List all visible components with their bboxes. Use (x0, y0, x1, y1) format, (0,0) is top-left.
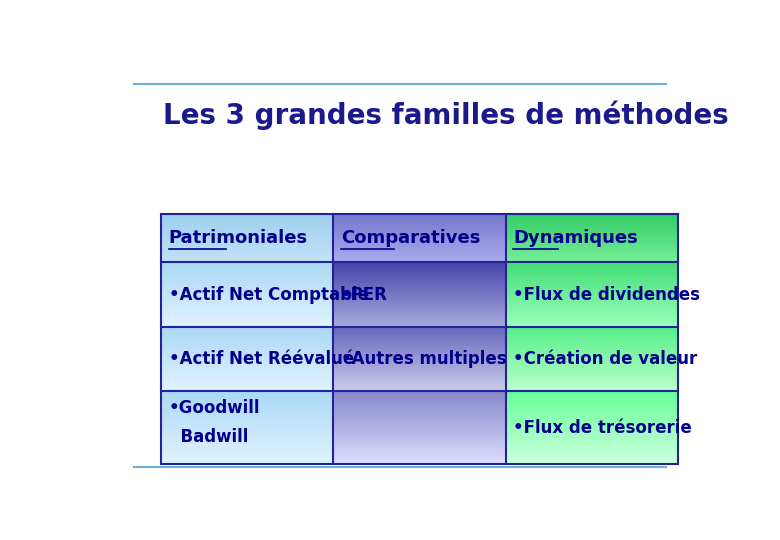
Text: •Création de valeur: •Création de valeur (513, 350, 697, 368)
Text: •Goodwill
  Badwill: •Goodwill Badwill (168, 399, 261, 446)
Text: •PER: •PER (341, 286, 388, 303)
Text: •Autres multiples: •Autres multiples (341, 350, 507, 368)
Text: Patrimoniales: Patrimoniales (168, 230, 308, 247)
Text: •Flux de trésorerie: •Flux de trésorerie (513, 418, 692, 436)
Bar (161, 214, 678, 464)
Text: •Actif Net Réévalué: •Actif Net Réévalué (168, 350, 354, 368)
Text: •Flux de dividendes: •Flux de dividendes (513, 286, 700, 303)
Text: Les 3 grandes familles de méthodes: Les 3 grandes familles de méthodes (163, 100, 729, 130)
Text: Comparatives: Comparatives (341, 230, 480, 247)
Text: •Actif Net Comptable: •Actif Net Comptable (168, 286, 369, 303)
Text: Dynamiques: Dynamiques (513, 230, 638, 247)
